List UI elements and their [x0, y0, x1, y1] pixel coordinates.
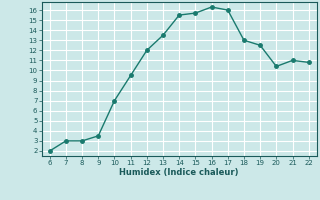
X-axis label: Humidex (Indice chaleur): Humidex (Indice chaleur) — [119, 168, 239, 177]
